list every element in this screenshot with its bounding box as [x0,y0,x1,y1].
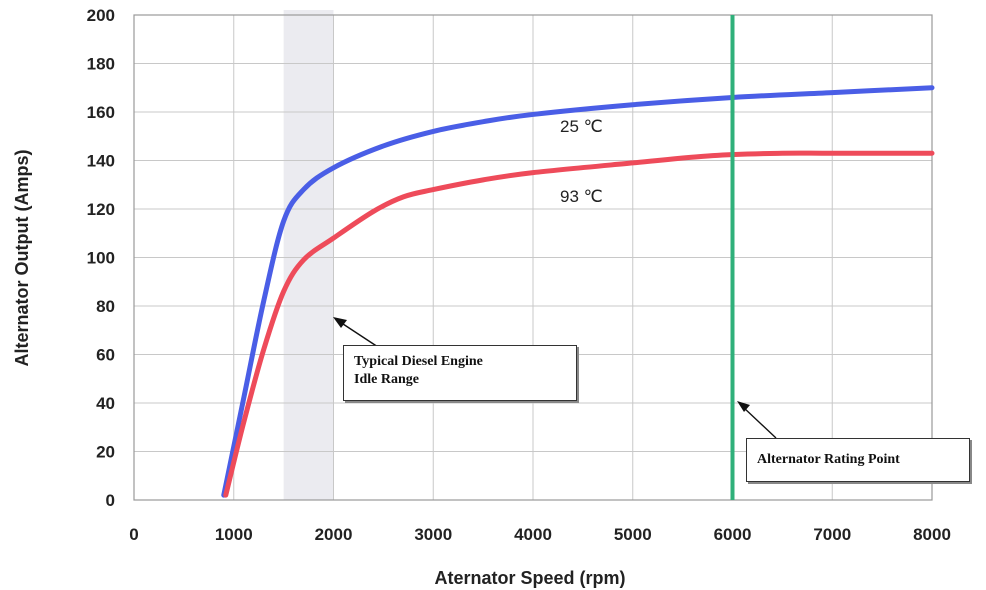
x-tick-label: 2000 [315,525,353,544]
y-tick-label: 180 [87,55,115,74]
y-tick-label: 60 [96,346,115,365]
x-tick-label: 6000 [714,525,752,544]
y-axis-title: Alternator Output (Amps) [12,150,32,367]
series-line-93c [223,150,935,498]
series-label-93c: 93 ℃ [560,187,603,206]
x-tick-label: 3000 [414,525,452,544]
grid [134,15,932,500]
x-tick-label: 7000 [813,525,851,544]
y-tick-label: 0 [106,491,115,510]
x-tick-label: 5000 [614,525,652,544]
idle-range-note: Typical Diesel Engine Idle Range [343,345,577,401]
series-label-25c: 25 ℃ [560,117,603,136]
y-tick-label: 160 [87,103,115,122]
y-tick-label: 20 [96,443,115,462]
y-tick-label: 120 [87,200,115,219]
x-axis-title: Aternator Speed (rpm) [434,568,625,588]
rating-point-note: Alternator Rating Point [746,438,970,482]
y-tick-label: 100 [87,249,115,268]
tick-labels: 0 1000 2000 3000 4000 5000 6000 7000 8000 0 20 40 60… [87,6,951,544]
x-tick-label: 8000 [913,525,951,544]
y-tick-label: 140 [87,152,115,171]
y-tick-label: 80 [96,297,115,316]
y-tick-label: 40 [96,394,115,413]
idle-note-arrow [333,317,379,348]
x-tick-label: 0 [129,525,138,544]
rating-note-arrow [737,401,777,439]
plot-frame [133,14,933,501]
y-tick-label: 200 [87,6,115,25]
x-tick-label: 1000 [215,525,253,544]
x-tick-label: 4000 [514,525,552,544]
